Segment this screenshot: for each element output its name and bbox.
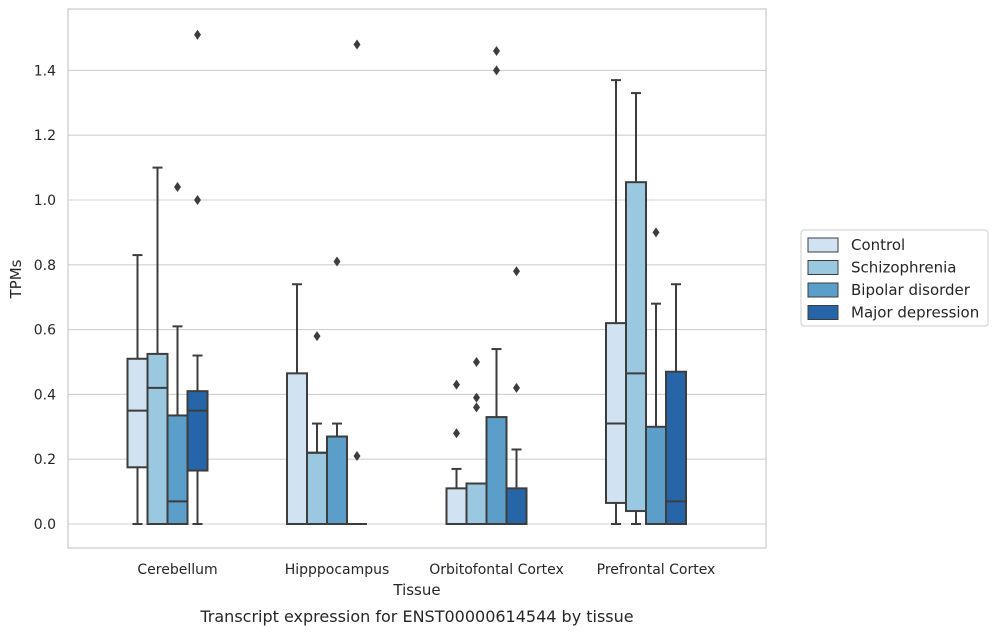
outlier-point	[353, 450, 361, 461]
outlier-point	[194, 29, 201, 40]
box-body	[286, 372, 308, 525]
box-bipolar-disorder	[645, 227, 667, 525]
box-major-depression	[347, 39, 367, 525]
box-bipolar-disorder	[326, 256, 348, 525]
box-body	[186, 390, 209, 472]
y-tick-label: 1.2	[34, 128, 56, 144]
outlier-point	[513, 266, 520, 277]
outlier-point	[513, 382, 520, 393]
box-body	[645, 425, 667, 525]
y-tick-label: 1.4	[34, 63, 56, 79]
box-control	[445, 379, 468, 525]
y-tick-label: 0.6	[34, 323, 56, 339]
outlier-point	[493, 65, 500, 76]
x-tick-label: Prefrontal Cortex	[597, 562, 716, 578]
box-body	[445, 487, 468, 525]
box-body	[326, 435, 348, 525]
box-control	[605, 79, 627, 525]
box-major-depression	[186, 29, 209, 525]
legend-entries: Control Schizophrenia Bipolar disorder Majo…	[807, 236, 979, 322]
y-tick-label: 1.0	[34, 193, 56, 209]
outlier-point	[473, 392, 480, 403]
box-body	[166, 414, 189, 525]
x-tick-label: Orbitofontal Cortex	[429, 562, 564, 578]
box-body	[485, 416, 508, 525]
legend-label: Major depression	[851, 304, 979, 322]
box-schizophrenia	[625, 92, 647, 525]
outlier-point	[174, 182, 181, 193]
y-tick-labels: 0.0 0.2 0.4 0.6 0.8 1.0 1.2 1.4	[34, 63, 56, 533]
outlier-point	[473, 402, 480, 413]
figure-caption: Transcript expression for ENST0000061454…	[199, 607, 633, 626]
legend-swatch	[807, 305, 839, 320]
box-body	[306, 451, 328, 525]
y-tick-label: 0.2	[34, 452, 56, 468]
legend-swatch	[807, 260, 839, 275]
outlier-point	[453, 379, 460, 390]
box-bipolar-disorder	[485, 45, 508, 525]
box-control	[286, 283, 308, 525]
outlier-point	[333, 256, 341, 267]
x-axis-title: Tissue	[392, 581, 440, 599]
outlier-point	[453, 428, 460, 439]
outlier-point	[313, 331, 321, 342]
box-major-depression	[505, 266, 528, 525]
box-control	[126, 254, 149, 525]
outlier-point	[473, 357, 480, 367]
box-body	[505, 487, 528, 525]
legend: Control Schizophrenia Bipolar disorder Majo…	[800, 229, 989, 327]
legend-label: Bipolar disorder	[851, 281, 971, 299]
plot-area	[126, 29, 687, 525]
y-tick-label: 0.8	[34, 258, 56, 274]
outlier-point	[493, 45, 500, 56]
legend-label: Schizophrenia	[851, 259, 956, 277]
y-tick-label: 0.0	[34, 517, 56, 533]
box-body	[665, 370, 687, 525]
y-axis-title: TPMs	[7, 259, 25, 299]
outlier-point	[652, 227, 660, 238]
box-body	[625, 181, 647, 513]
box-body	[126, 357, 149, 469]
box-body	[465, 482, 488, 525]
x-tick-label: Cerebellum	[137, 562, 217, 578]
outlier-point	[194, 195, 201, 205]
legend-frame	[800, 229, 989, 327]
legend-label: Control	[851, 236, 905, 254]
x-tick-label: Hipppocampus	[285, 562, 390, 578]
plot-frame	[67, 8, 767, 549]
box-major-depression	[665, 283, 687, 525]
legend-swatch	[807, 282, 839, 298]
box-body	[605, 322, 627, 504]
box-body	[146, 352, 169, 525]
y-tick-label: 0.4	[34, 387, 56, 403]
outlier-point	[353, 39, 361, 50]
x-tick-labels: Cerebellum Hipppocampus Orbitofontal Corte…	[137, 562, 715, 578]
legend-swatch	[807, 237, 839, 253]
